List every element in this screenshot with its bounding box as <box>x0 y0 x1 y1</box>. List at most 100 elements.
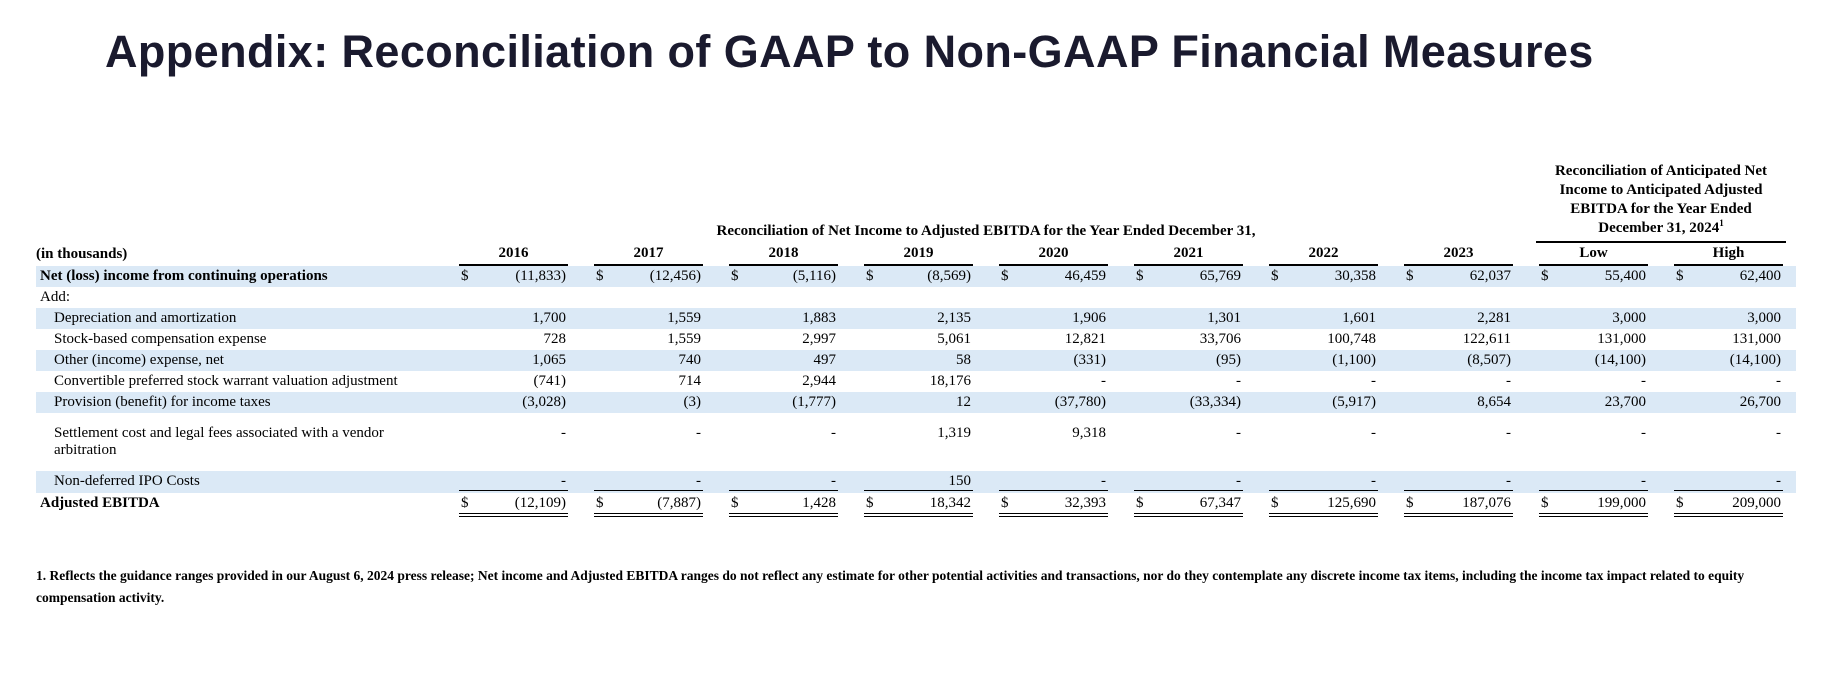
value-cell-inner: - <box>1134 373 1243 390</box>
cell-value: 1,065 <box>532 352 566 368</box>
value-cell: $55,400 <box>1526 268 1661 285</box>
value-cell: 131,000 <box>1526 331 1661 348</box>
value-cell: - <box>581 473 716 491</box>
cell-value: 33,706 <box>1199 331 1241 347</box>
column-header-2022: 2022 <box>1256 245 1391 266</box>
cell-value: 9,318 <box>1072 425 1106 441</box>
value-cell-inner: 131,000 <box>1539 331 1648 348</box>
value-cell: $62,400 <box>1661 268 1796 285</box>
cell-value: 1,428 <box>802 495 836 511</box>
anticipated-group-header: Reconciliation of Anticipated Net Income… <box>1536 162 1786 243</box>
dollar-sign: $ <box>461 268 469 284</box>
value-cell-inner: - <box>1539 425 1648 442</box>
value-cell: 58 <box>851 352 986 369</box>
value-cell-inner: $30,358 <box>1269 268 1378 285</box>
value-cell: (5,917) <box>1256 394 1391 411</box>
cell-value: (5,917) <box>1332 394 1376 410</box>
value-cell <box>851 289 986 306</box>
cell-value: 131,000 <box>1732 331 1781 347</box>
cell-value: 1,700 <box>532 310 566 326</box>
value-cell-inner: (95) <box>1134 352 1243 369</box>
value-cell: - <box>1121 473 1256 491</box>
cell-value: (331) <box>1073 352 1107 368</box>
value-cell-inner: 12 <box>864 394 973 411</box>
cell-value: 1,883 <box>802 310 836 326</box>
value-cell: 8,654 <box>1391 394 1526 411</box>
table-row: Stock-based compensation expense 728 1,559… <box>36 329 1796 350</box>
value-cell-inner: 18,176 <box>864 373 973 390</box>
column-header-label: High <box>1674 245 1783 266</box>
cell-value: - <box>1101 373 1106 389</box>
value-cell: (331) <box>986 352 1121 369</box>
value-cell: $67,347 <box>1121 495 1256 517</box>
cell-value: - <box>561 473 566 489</box>
column-header-label: 2018 <box>729 245 838 266</box>
cell-value: (741) <box>533 373 567 389</box>
value-cell-inner: - <box>1539 373 1648 390</box>
cell-value: 5,061 <box>937 331 971 347</box>
value-cell-inner: $65,769 <box>1134 268 1243 285</box>
value-cell-inner: 1,559 <box>594 331 703 348</box>
cell-value: - <box>1371 425 1376 441</box>
value-cell: - <box>1661 425 1796 459</box>
column-header-2019: 2019 <box>851 245 986 266</box>
table-row: Settlement cost and legal fees associate… <box>36 413 1796 471</box>
cell-value: - <box>1101 473 1106 489</box>
footnote-ref-superscript: 1 <box>1719 218 1724 228</box>
value-cell-inner: 33,706 <box>1134 331 1243 348</box>
dollar-sign: $ <box>461 495 469 511</box>
value-cell-inner: - <box>1404 425 1513 442</box>
value-cell-inner: 3,000 <box>1674 310 1783 327</box>
column-header-label: 2023 <box>1404 245 1513 266</box>
value-cell-inner: - <box>1269 373 1378 390</box>
cell-value: (37,780) <box>1054 394 1106 410</box>
cell-value: - <box>1641 473 1646 489</box>
value-cell-inner: $1,428 <box>729 495 838 517</box>
value-cell-inner: - <box>1269 473 1378 491</box>
value-cell: 100,748 <box>1256 331 1391 348</box>
column-header-high: High <box>1661 245 1796 266</box>
value-cell: - <box>1256 473 1391 491</box>
value-cell-inner: 2,944 <box>729 373 838 390</box>
dollar-sign: $ <box>1541 495 1549 511</box>
cell-value: - <box>1776 473 1781 489</box>
value-cell: - <box>1661 473 1796 491</box>
dollar-sign: $ <box>1406 495 1414 511</box>
value-cell: $ (8,569) <box>851 268 986 285</box>
column-header-label: Low <box>1539 245 1648 266</box>
cell-value: 18,342 <box>929 495 971 511</box>
value-cell-inner: - <box>729 425 838 442</box>
value-cell: $30,358 <box>1256 268 1391 285</box>
value-cell-inner: - <box>1539 473 1648 491</box>
value-cell: (3) <box>581 394 716 411</box>
table-row: Depreciation and amortization 1,700 1,559 1… <box>36 308 1796 329</box>
value-cell-inner: $62,037 <box>1404 268 1513 285</box>
value-cell: $187,076 <box>1391 495 1526 517</box>
cell-value: (7,887) <box>657 495 701 511</box>
value-cell-inner: $187,076 <box>1404 495 1513 517</box>
dollar-sign: $ <box>1541 268 1549 284</box>
value-cell <box>716 289 851 306</box>
value-cell: 122,611 <box>1391 331 1526 348</box>
dollar-sign: $ <box>866 268 874 284</box>
value-cell-inner: - <box>999 373 1108 390</box>
value-cell-inner: $46,459 <box>999 268 1108 285</box>
value-cell: 3,000 <box>1661 310 1796 327</box>
dollar-sign: $ <box>1271 268 1279 284</box>
value-cell-inner: (8,507) <box>1404 352 1513 369</box>
value-cell <box>581 289 716 306</box>
value-cell-inner: (14,100) <box>1539 352 1648 369</box>
row-label: Settlement cost and legal fees associate… <box>54 425 384 458</box>
column-header-2021: 2021 <box>1121 245 1256 266</box>
cell-value: - <box>1506 373 1511 389</box>
value-cell-inner: - <box>594 473 703 491</box>
value-cell-inner: - <box>1674 373 1783 390</box>
value-cell: 1,700 <box>446 310 581 327</box>
row-label: Convertible preferred stock warrant valu… <box>54 373 398 389</box>
cell-value: - <box>1506 425 1511 441</box>
value-cell-inner: (1,777) <box>729 394 838 411</box>
cell-value: 2,135 <box>937 310 971 326</box>
value-cell: 728 <box>446 331 581 348</box>
dollar-sign: $ <box>731 268 739 284</box>
value-cell-inner: $62,400 <box>1674 268 1783 285</box>
